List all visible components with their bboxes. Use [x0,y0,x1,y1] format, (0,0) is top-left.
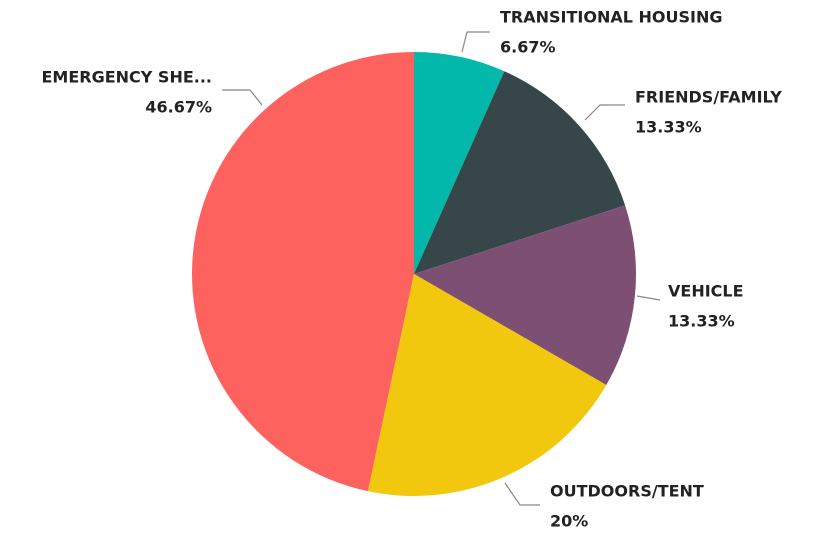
slice-value-label: 20% [550,512,588,531]
slice-value-label: 13.33% [635,118,702,137]
leader-line [584,104,625,121]
slice-value-label: 13.33% [668,312,735,331]
leader-line [636,295,661,301]
pie-slice [414,71,626,274]
slice-label: FRIENDS/FAMILY [635,88,782,107]
pie-slice [414,205,636,385]
slice-label: EMERGENCY SHE... [41,68,212,87]
slice-label: TRANSITIONAL HOUSING [500,8,722,27]
slice-value-label: 46.67% [145,98,212,117]
pie-slice [191,52,414,492]
leader-line [461,31,490,53]
pie-slice [414,52,505,274]
leader-line [222,89,263,106]
slice-label: OUTDOORS/TENT [550,482,704,501]
slice-value-label: 6.67% [500,38,556,57]
leader-line [504,482,540,506]
slice-label: VEHICLE [668,282,744,301]
pie-slice [367,274,607,496]
